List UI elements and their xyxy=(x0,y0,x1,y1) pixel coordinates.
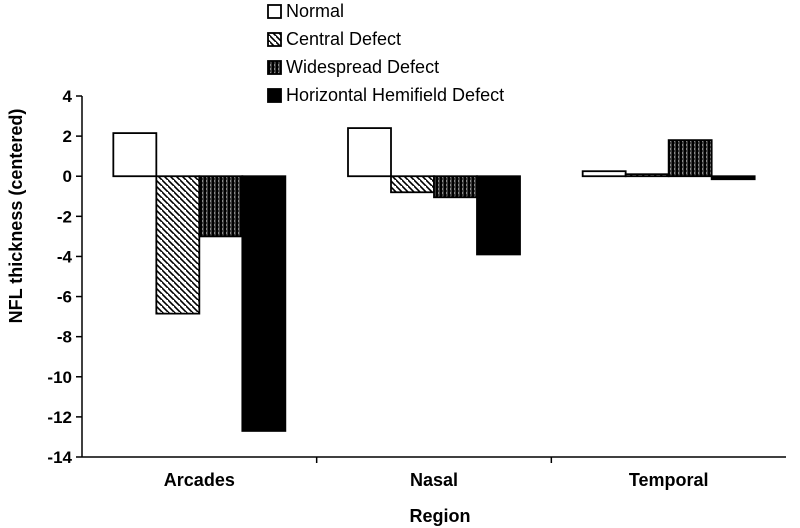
bar xyxy=(198,175,244,238)
y-tick-label: -8 xyxy=(57,328,72,347)
bar xyxy=(667,139,713,178)
y-axis-title: NFL thickness (centered) xyxy=(6,109,26,324)
legend-label: Central Defect xyxy=(286,29,401,49)
bar xyxy=(581,170,627,178)
y-tick-label: -10 xyxy=(47,368,72,387)
legend-swatch xyxy=(267,4,282,19)
x-tick-label: Temporal xyxy=(629,470,709,490)
y-tick-label: 0 xyxy=(63,167,72,186)
x-tick-label: Arcades xyxy=(164,470,235,490)
bar xyxy=(433,175,478,199)
legend-swatch xyxy=(267,88,282,103)
legend-label: Normal xyxy=(286,1,344,21)
y-tick-label: 2 xyxy=(63,127,72,146)
bar xyxy=(347,127,392,178)
legend: Normal Central Defect Widespread Defect Hor… xyxy=(267,1,504,105)
bar xyxy=(624,173,670,178)
bar xyxy=(112,132,158,178)
bar xyxy=(390,175,435,194)
y-tick-label: 4 xyxy=(63,87,73,106)
bar xyxy=(155,175,201,315)
x-tick-label: Nasal xyxy=(410,470,458,490)
legend-label: Widespread Defect xyxy=(286,57,439,77)
y-tick-label: -14 xyxy=(47,448,72,467)
bar xyxy=(476,175,521,256)
legend-swatch xyxy=(267,32,282,47)
y-tick-label: -2 xyxy=(57,207,72,226)
y-tick-label: -12 xyxy=(47,408,72,427)
y-tick-label: -6 xyxy=(57,288,72,307)
bar xyxy=(710,175,756,181)
x-axis-title: Region xyxy=(410,506,471,526)
legend-swatch xyxy=(267,60,282,75)
y-tick-label: -4 xyxy=(57,247,73,266)
y-axis: 4 2 0 -2 -4 -6 -8 -10 -12 -14 xyxy=(47,87,83,467)
bars xyxy=(112,127,756,432)
x-axis: Arcades Nasal Temporal xyxy=(82,456,786,490)
bar xyxy=(241,175,287,432)
legend-label: Horizontal Hemifield Defect xyxy=(286,85,504,105)
